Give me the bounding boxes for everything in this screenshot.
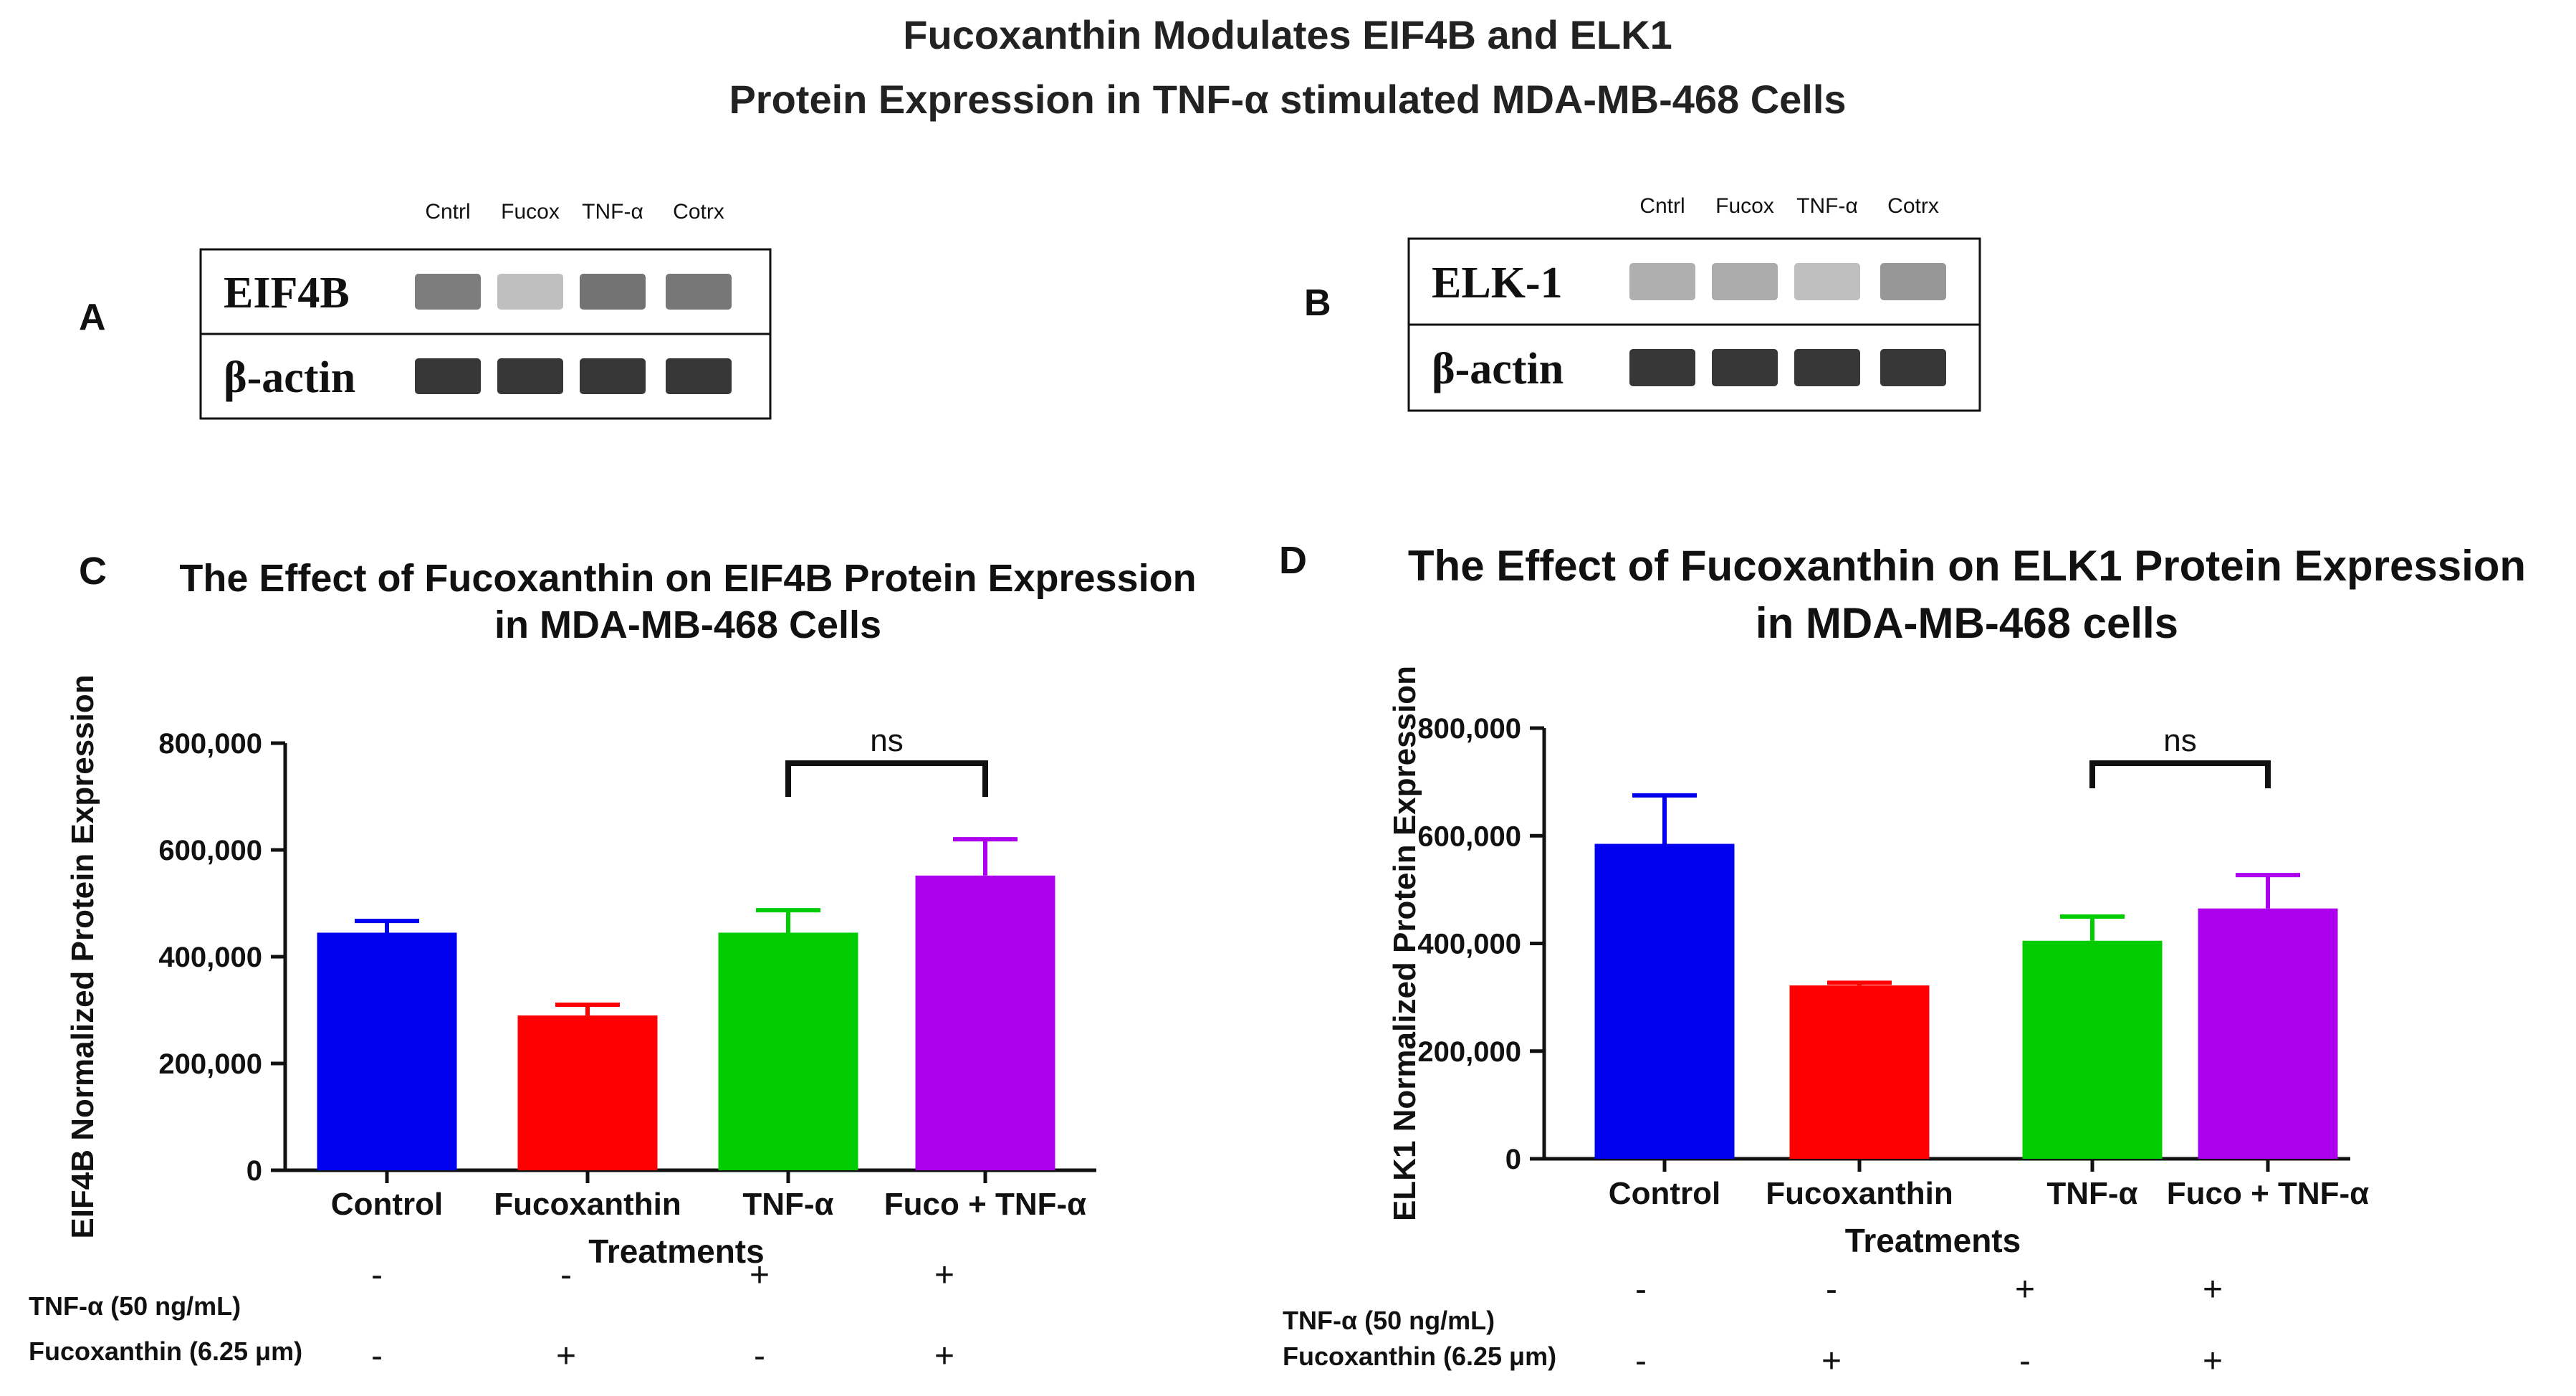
panel-letter: A <box>79 297 106 338</box>
blot-band <box>1794 349 1860 386</box>
treatment-mark: - <box>371 1256 383 1294</box>
blot-band <box>580 274 646 310</box>
treatment-mark: + <box>2015 1271 2035 1309</box>
significance-label: ns <box>2163 723 2196 758</box>
blot-band <box>497 274 563 310</box>
bar-tnf- <box>2022 940 2163 1159</box>
treatment-mark: + <box>750 1256 770 1294</box>
blot-band <box>1629 263 1695 300</box>
panel-letter: B <box>1304 282 1331 324</box>
figure-title-line1: Fucoxanthin Modulates EIF4B and ELK1 <box>903 12 1672 57</box>
blot-band <box>415 358 481 394</box>
lane-label: Cntrl <box>425 200 470 224</box>
bar-tnf- <box>718 932 858 1170</box>
blot-band <box>497 358 563 394</box>
significance-label: ns <box>870 723 903 758</box>
x-tick-label: Fucoxanthin <box>494 1187 681 1222</box>
treatment-mark: + <box>934 1256 954 1294</box>
blot-band <box>1794 263 1860 300</box>
treatment-row-label: TNF-α (50 ng/mL) <box>1283 1306 1495 1335</box>
bar-charts: C The Effect of Fucoxanthin on EIF4B Prot… <box>29 539 2526 1380</box>
x-tick-label: Control <box>1609 1176 1720 1211</box>
treatment-mark: - <box>1635 1271 1647 1309</box>
x-tick-label: Fuco + TNF-α <box>2167 1176 2369 1211</box>
lane-label: Fucox <box>501 200 560 224</box>
x-tick-label: Fuco + TNF-α <box>884 1187 1086 1222</box>
y-tick-label: 200,000 <box>1417 1036 1521 1068</box>
bar-fucoxanthin <box>517 1015 658 1170</box>
blot-row-label: β-actin <box>1432 345 1564 393</box>
bar-fuco-tnf- <box>915 875 1055 1170</box>
bar-fucoxanthin <box>1789 985 1930 1159</box>
blot-panel-A: A Cntrl Fucox TNF-α Cotrx EIF4B β-actin <box>79 200 772 420</box>
treatment-row-label: TNF-α (50 ng/mL) <box>29 1291 241 1321</box>
y-tick-label: 400,000 <box>1417 929 1521 960</box>
blot-band <box>415 274 481 310</box>
x-tick-label: TNF-α <box>742 1187 833 1222</box>
treatment-mark: - <box>2019 1342 2031 1380</box>
x-tick-label: Control <box>331 1187 443 1222</box>
blot-row-label: EIF4B <box>224 269 350 317</box>
bar-control <box>317 932 457 1170</box>
chart-title-line2: in MDA-MB-468 Cells <box>494 603 881 646</box>
chart-title-line1: The Effect of Fucoxanthin on EIF4B Prote… <box>179 557 1196 600</box>
treatment-mark: - <box>1826 1271 1837 1309</box>
x-tick-label: TNF-α <box>2046 1176 2137 1211</box>
y-tick-label: 800,000 <box>1417 713 1521 745</box>
lane-label: Cotrx <box>673 200 724 224</box>
lane-label: Cntrl <box>1639 194 1685 218</box>
blot-row-label: ELK-1 <box>1432 259 1563 307</box>
blot-band <box>1629 349 1695 386</box>
treatment-mark: - <box>371 1337 383 1375</box>
lane-label: TNF-α <box>582 200 643 224</box>
lane-label: Fucox <box>1715 194 1774 218</box>
significance-bracket <box>785 760 988 797</box>
y-tick-label: 400,000 <box>158 942 262 973</box>
blot-band <box>1880 263 1946 300</box>
treatment-mark: + <box>1821 1342 1842 1380</box>
lane-label: Cotrx <box>1887 194 1939 218</box>
x-tick-label: Fucoxanthin <box>1766 1176 1953 1211</box>
chart-title-line2: in MDA-MB-468 cells <box>1756 599 2178 647</box>
panel-letter: C <box>79 550 107 593</box>
blot-band <box>1712 263 1778 300</box>
y-tick-label: 600,000 <box>158 835 262 866</box>
figure-title-line2: Protein Expression in TNF-α stimulated M… <box>729 77 1846 122</box>
y-tick-label: 0 <box>1505 1144 1521 1175</box>
treatment-mark: + <box>2203 1342 2223 1380</box>
bar-control <box>1594 843 1735 1159</box>
y-tick-label: 800,000 <box>158 728 262 760</box>
blot-band <box>1880 349 1946 386</box>
y-axis-label: EIF4B Normalized Protein Expression <box>65 674 100 1238</box>
chart-title-line1: The Effect of Fucoxanthin on ELK1 Protei… <box>1408 542 2526 590</box>
blot-band <box>1712 349 1778 386</box>
x-axis-label: Treatments <box>588 1233 764 1270</box>
treatment-mark: + <box>934 1337 954 1375</box>
treatment-row-label: Fucoxanthin (6.25 μm) <box>1283 1342 1556 1371</box>
treatment-mark: + <box>2203 1271 2223 1309</box>
y-tick-label: 600,000 <box>1417 821 1521 852</box>
blot-panel-B: B Cntrl Fucox TNF-α Cotrx ELK-1 β-actin <box>1304 194 1981 412</box>
treatment-row-label: Fucoxanthin (6.25 μm) <box>29 1337 302 1366</box>
blot-row-label: β-actin <box>224 353 355 402</box>
western-blots: A Cntrl Fucox TNF-α Cotrx EIF4B β-actin B Cntrl F… <box>79 194 1981 420</box>
blot-band <box>580 358 646 394</box>
x-axis-label: Treatments <box>1845 1222 2021 1259</box>
treatment-mark: + <box>556 1337 576 1375</box>
chart-panel-C: C The Effect of Fucoxanthin on EIF4B Prot… <box>29 550 1197 1375</box>
treatment-mark: - <box>754 1337 765 1375</box>
treatment-mark: - <box>560 1256 572 1294</box>
blot-band <box>666 274 732 310</box>
y-axis-label: ELK1 Normalized Protein Expression <box>1387 666 1422 1221</box>
bar-fuco-tnf- <box>2198 908 2338 1159</box>
significance-bracket <box>2089 760 2271 788</box>
lane-label: TNF-α <box>1796 194 1858 218</box>
y-tick-label: 0 <box>246 1155 262 1187</box>
chart-panel-D: D The Effect of Fucoxanthin on ELK1 Prote… <box>1279 539 2526 1380</box>
panel-letter: D <box>1279 539 1307 582</box>
y-tick-label: 200,000 <box>158 1048 262 1080</box>
treatment-mark: - <box>1635 1342 1647 1380</box>
blot-band <box>666 358 732 394</box>
